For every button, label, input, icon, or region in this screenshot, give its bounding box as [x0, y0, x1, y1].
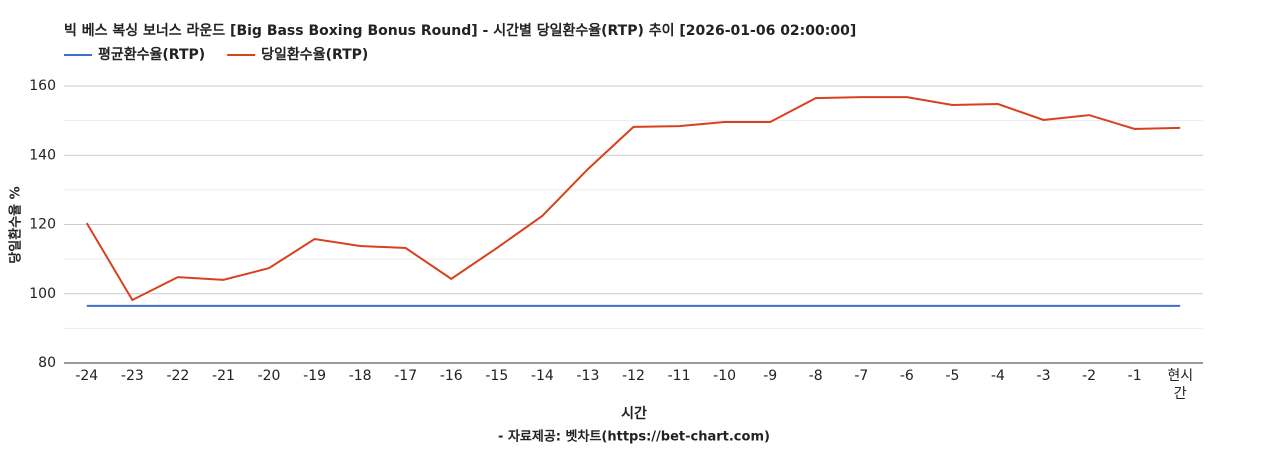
x-tick-label: -2	[1082, 368, 1097, 384]
x-tick-label: -1	[1127, 368, 1142, 384]
x-tick-label: 현시간	[1167, 368, 1194, 402]
y-tick-label: 100	[29, 286, 56, 302]
x-tick-label: -12	[622, 368, 645, 384]
series-line	[85, 96, 1181, 302]
x-tick-label: -19	[303, 368, 327, 384]
x-tick-label: -11	[667, 368, 691, 384]
y-tick-label: 160	[29, 78, 56, 94]
x-tick-label: -21	[212, 368, 235, 384]
x-tick-label: -4	[990, 368, 1005, 384]
legend-label: 평균환수율(RTP)	[98, 46, 205, 63]
x-tick-label: -17	[394, 368, 418, 384]
y-tick-label: 140	[29, 147, 56, 163]
x-tick-label: -5	[945, 368, 960, 384]
x-tick-label: -7	[854, 368, 869, 384]
x-tick-label: -9	[763, 368, 778, 384]
x-tick-label: -24	[75, 368, 99, 384]
y-tick-label: 120	[29, 217, 56, 233]
x-tick-label: -8	[808, 368, 823, 384]
x-tick-label: -3	[1036, 368, 1051, 384]
y-axis-title: 당일환수율 %	[8, 186, 24, 263]
x-tick-label: -20	[257, 368, 281, 384]
x-tick-label: -10	[713, 368, 737, 384]
source: - 자료제공: 벳차트(https://bet-chart.com)	[498, 429, 770, 445]
x-tick-label: -14	[530, 368, 554, 384]
y-tick-label: 80	[38, 355, 56, 371]
x-tick-label: -6	[899, 368, 914, 384]
x-axis-title: 시간	[621, 405, 647, 422]
x-tick-label: -13	[576, 368, 600, 384]
x-tick-label: -23	[120, 368, 144, 384]
x-tick-label: -15	[485, 368, 509, 384]
chart-title: 빅 베스 복싱 보너스 라운드 [Big Bass Boxing Bonus R…	[64, 22, 856, 39]
legend-label: 당일환수율(RTP)	[261, 46, 368, 63]
x-tick-label: -18	[348, 368, 372, 384]
x-tick-label: -16	[439, 368, 463, 384]
x-tick-label: -22	[166, 368, 190, 384]
